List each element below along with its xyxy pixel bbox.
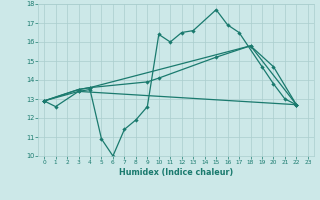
X-axis label: Humidex (Indice chaleur): Humidex (Indice chaleur)	[119, 168, 233, 177]
